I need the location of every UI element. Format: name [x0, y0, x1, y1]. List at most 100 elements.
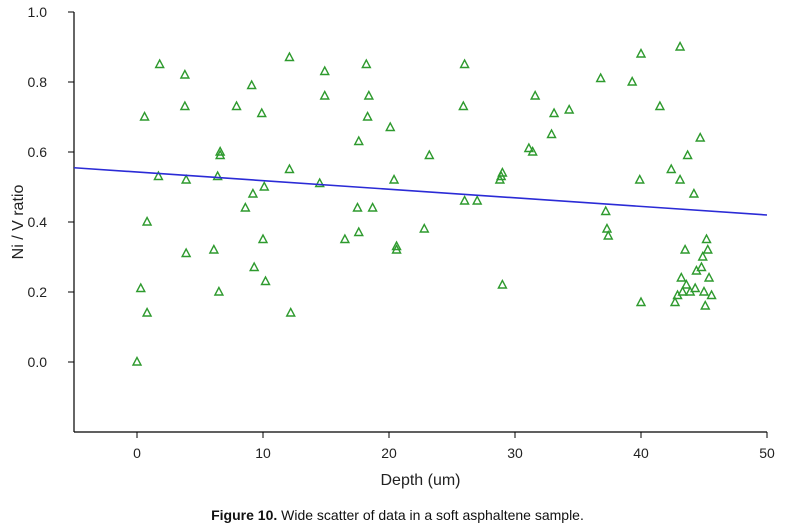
caption-label: Figure 10.: [211, 507, 278, 523]
y-tick-label: 0.4: [28, 214, 48, 230]
data-point: [319, 90, 330, 100]
data-point: [260, 275, 271, 286]
y-tick-label: 1.0: [28, 4, 48, 20]
data-point: [362, 111, 373, 121]
data-point: [635, 296, 647, 307]
x-tick-label: 50: [759, 445, 775, 461]
data-point: [214, 149, 226, 160]
data-point: [361, 58, 372, 69]
data-point: [285, 307, 296, 317]
data-point: [246, 79, 257, 90]
data-point: [391, 244, 402, 254]
data-point: [529, 90, 541, 100]
y-ticks: 0.0 0.2 0.4 0.6 0.8 1.0: [28, 4, 74, 370]
data-point: [523, 142, 535, 153]
data-point: [627, 76, 638, 86]
data-point: [459, 58, 470, 69]
data-point: [249, 261, 260, 272]
data-point: [135, 282, 146, 293]
data-point: [424, 149, 435, 160]
x-axis-title: Depth (um): [380, 472, 460, 489]
data-point: [179, 100, 191, 111]
data-point: [696, 261, 707, 272]
data-point: [284, 51, 295, 62]
data-point: [284, 163, 295, 174]
data-point: [180, 247, 192, 258]
data-point: [666, 163, 677, 174]
data-point: [257, 233, 269, 244]
data-point: [459, 195, 470, 205]
x-ticks: 0 10 20 30 40 50: [133, 432, 775, 461]
data-point: [391, 240, 402, 251]
data-point: [688, 188, 700, 198]
data-point: [564, 104, 575, 114]
data-point: [676, 272, 687, 282]
data-point: [682, 149, 693, 160]
x-tick-label: 40: [633, 445, 649, 461]
data-point: [702, 244, 713, 254]
trend-line: [73, 166, 768, 216]
data-point: [681, 279, 692, 289]
data-point: [388, 174, 400, 184]
data-point: [314, 177, 325, 188]
data-point: [703, 272, 715, 282]
data-point: [353, 135, 364, 146]
data-point: [701, 233, 712, 244]
x-tick-label: 0: [133, 445, 141, 461]
data-point: [695, 132, 706, 142]
data-point: [259, 181, 270, 191]
data-point: [698, 286, 710, 296]
data-point: [677, 286, 688, 296]
y-tick-label: 0.8: [28, 74, 48, 90]
y-tick-label: 0.6: [28, 144, 48, 160]
data-point: [213, 286, 225, 296]
data-point: [353, 226, 364, 237]
data-point: [208, 244, 220, 254]
data-point: [706, 289, 717, 300]
data-point: [141, 307, 153, 317]
data-point: [247, 188, 259, 198]
data-point: [600, 205, 611, 216]
data-point: [419, 223, 430, 233]
y-tick-label: 0.0: [28, 354, 48, 370]
data-point: [497, 167, 508, 177]
data-point: [654, 100, 666, 111]
data-points: [131, 41, 717, 366]
data-point: [352, 202, 363, 212]
y-tick-label: 0.2: [28, 284, 48, 300]
data-point: [700, 300, 711, 310]
data-point: [367, 202, 378, 212]
data-point: [131, 356, 143, 366]
data-point: [527, 146, 538, 156]
y-axis-title: Ni / V ratio: [10, 185, 27, 260]
data-point: [139, 111, 150, 121]
data-point: [674, 174, 686, 184]
data-point: [240, 202, 251, 212]
data-point: [634, 174, 645, 184]
data-point: [458, 100, 469, 111]
data-point: [319, 65, 330, 76]
x-tick-label: 10: [255, 445, 271, 461]
x-tick-label: 30: [507, 445, 523, 461]
data-point: [635, 48, 647, 58]
data-point: [674, 41, 686, 51]
x-tick-label: 20: [381, 445, 397, 461]
data-point: [690, 282, 701, 293]
data-point: [601, 223, 613, 233]
data-point: [180, 174, 192, 184]
data-point: [669, 296, 681, 307]
data-point: [339, 233, 351, 244]
data-point: [154, 58, 165, 69]
data-point: [179, 69, 191, 79]
data-point: [363, 90, 375, 100]
caption-text: Wide scatter of data in a soft asphalten…: [277, 507, 584, 523]
data-point: [546, 128, 557, 139]
data-point: [497, 279, 508, 289]
data-point: [679, 244, 691, 254]
data-point: [603, 230, 614, 240]
data-point: [214, 146, 226, 156]
data-point: [697, 251, 708, 261]
scatter-chart: 0.0 0.2 0.4 0.6 0.8 1.0 0 10 20 30 40 50 Depth (um…: [10, 4, 775, 489]
data-point: [548, 107, 560, 118]
data-point: [141, 216, 153, 226]
